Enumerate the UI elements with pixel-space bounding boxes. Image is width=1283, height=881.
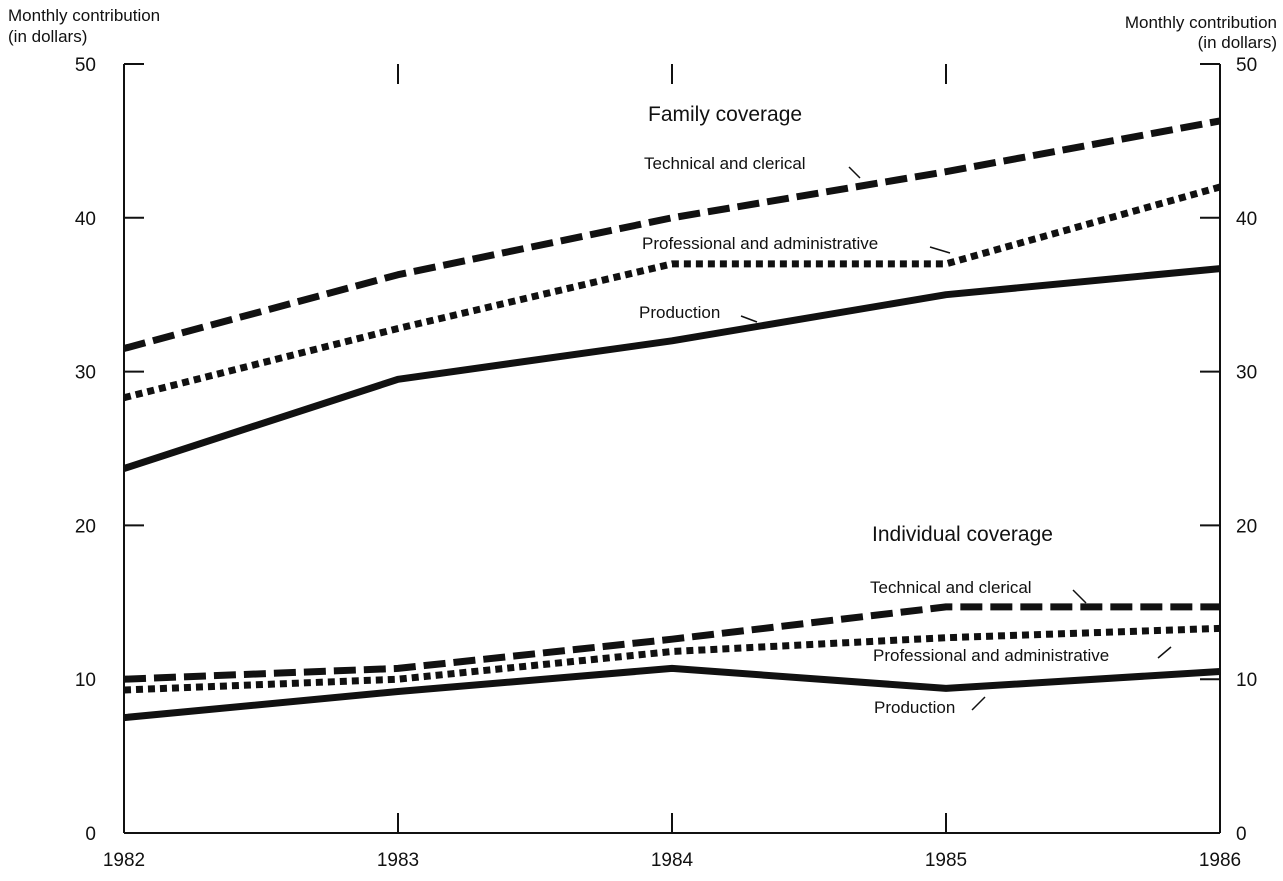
family-dash-series-line xyxy=(123,117,1221,352)
y-axis-title-left-line2: (in dollars) xyxy=(8,27,87,46)
y-axis-title-right-line1: Monthly contribution xyxy=(1125,13,1277,32)
y-tick-label-right: 30 xyxy=(1236,363,1257,384)
individual-professional-label: Professional and administrative xyxy=(873,646,1109,665)
individual-production-label: Production xyxy=(874,698,955,717)
y-tick-label-right: 20 xyxy=(1236,516,1257,537)
ticks: 0 0 10 10 20 20 30 30 40 40 50 50 1982 1983 1984 1985 19… xyxy=(75,55,1257,871)
family-technical-label: Technical and clerical xyxy=(644,154,806,173)
y-axis-title-left-line1: Monthly contribution xyxy=(8,6,160,25)
x-tick-label: 1985 xyxy=(925,850,967,871)
y-tick-label-right: 10 xyxy=(1236,670,1257,691)
y-tick-label-left: 10 xyxy=(75,670,96,691)
family-professional-leader xyxy=(929,246,951,254)
y-tick-label-right: 50 xyxy=(1236,55,1257,76)
y-tick-label-left: 40 xyxy=(75,209,96,230)
individual-technical-leader xyxy=(1072,589,1087,604)
individual-coverage-title: Individual coverage xyxy=(872,523,1053,546)
individual-technical-label: Technical and clerical xyxy=(870,578,1032,597)
individual-production-leader xyxy=(971,696,986,711)
family-production-leader xyxy=(740,315,758,323)
individual-dot-series-line xyxy=(123,624,1221,694)
y-tick-label-right: 40 xyxy=(1236,209,1257,230)
individual-solid-series-line xyxy=(123,664,1221,722)
x-tick-label: 1982 xyxy=(103,850,145,871)
series-labels: Technical and clerical Professional and … xyxy=(639,154,1172,717)
family-production-label: Production xyxy=(639,303,720,322)
individual-professional-leader xyxy=(1157,646,1172,659)
individual-dash-series-line xyxy=(123,603,1220,683)
series-lines xyxy=(122,117,1221,722)
y-tick-label-right: 0 xyxy=(1236,824,1247,845)
axis-frame xyxy=(123,64,1221,834)
y-tick-label-left: 0 xyxy=(85,824,96,845)
x-tick-label: 1983 xyxy=(377,850,419,871)
family-coverage-title: Family coverage xyxy=(648,103,802,126)
y-axis-title-right-line2: (in dollars) xyxy=(1198,33,1277,52)
family-dot-series-line xyxy=(123,183,1221,402)
family-solid-series-line xyxy=(122,265,1221,472)
y-tick-label-left: 20 xyxy=(75,516,96,537)
family-professional-label: Professional and administrative xyxy=(642,234,878,253)
y-tick-label-left: 30 xyxy=(75,363,96,384)
x-tick-label: 1986 xyxy=(1199,850,1241,871)
family-technical-leader xyxy=(848,166,861,179)
y-tick-label-left: 50 xyxy=(75,55,96,76)
x-tick-label: 1984 xyxy=(651,850,694,871)
